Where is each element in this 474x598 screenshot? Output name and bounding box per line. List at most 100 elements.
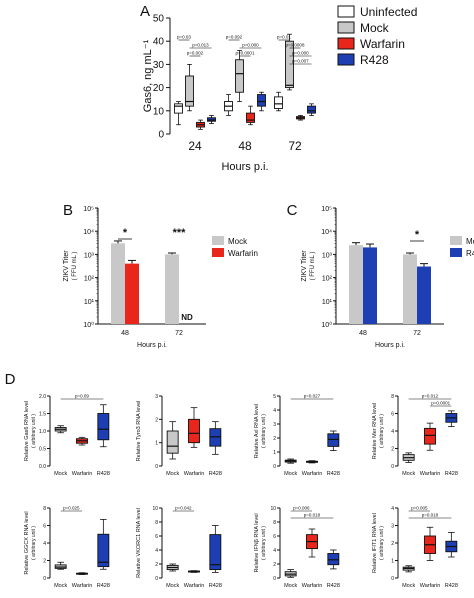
panel-b-y-tick-label: 10³ (84, 252, 95, 259)
panel-d-plot-1-y-tick-label: 1.0 (39, 429, 46, 435)
panel-b-bar-warfarin-48 (125, 263, 139, 324)
panel-c-y-tick-label: 10⁴ (321, 229, 332, 236)
panel-b-significance-label: *** (173, 227, 187, 239)
panel-b-nd-label: ND (181, 313, 193, 322)
panel-a-legend-swatch (337, 5, 355, 18)
panel-d-plot-3-y-tick-label: 0 (273, 464, 276, 470)
panel-a-significance-label: p=0.000 (292, 51, 309, 56)
panel-b-y-label: ZIKV Titer (63, 250, 70, 282)
panel-d-letter: D (5, 371, 16, 388)
panel-b-legend-swatch (212, 248, 224, 257)
panel-d-plot-8-x-tick-label: Mock (402, 583, 415, 589)
panel-a-box-r428-48 (257, 94, 266, 107)
panel-a-y-tick-label: 30 (153, 60, 165, 71)
panel-a-significance-label: p=0.000 (242, 43, 259, 48)
panel-a-x-tick-label: 72 (288, 139, 302, 153)
panel-d-plot-8-y-tick-label: 3 (391, 524, 394, 530)
panel-d-plot-3-y-label: Relative Axl RNA level (254, 404, 260, 458)
panel-c-x-label: Hours p.i. (375, 342, 405, 349)
panel-d-plot-8-y-tick-label: 0 (391, 576, 394, 582)
panel-b-x-label: Hours p.i. (137, 342, 167, 349)
panel-d-plot-7-significance-label: p=0.018 (304, 513, 321, 518)
panel-d-plot-5-y-label-unit: ( arbitrary unit ) (31, 526, 37, 560)
panel-d-plot-6-y-tick-label: 6 (155, 534, 158, 540)
panel-d-plot-7-y-label: Relative IFNβ RNA level (254, 513, 260, 572)
panel-c-y-tick-label: 10² (322, 276, 333, 283)
panel-a-y-tick-label: 0 (158, 130, 164, 141)
panel-d-plot-7-x-tick-label: Warfarin (302, 583, 323, 589)
panel-d-plot-6-y-tick-label: 0 (155, 576, 158, 582)
panel-d-plot-2-x-tick-label: R428 (209, 471, 222, 477)
panel-a-x-tick-label: 48 (238, 139, 252, 153)
panel-d-plot-7-x-tick-label: Mock (284, 583, 297, 589)
panel-a-box-mock-48 (235, 59, 244, 93)
panel-d-plot-2-x-tick-label: Warfarin (184, 471, 205, 477)
panel-d-plot-1-y-tick-label: 2.0 (39, 394, 46, 400)
panel-d-plot-3-y-tick-label: 3 (273, 422, 276, 428)
panel-d-plot-4-significance-label: p=0.012 (422, 394, 439, 399)
panel-c-y-tick-label: 10³ (322, 252, 333, 259)
panel-d-plot-4-y-tick-label: 8 (391, 394, 394, 400)
panel-a-x-label: Hours p.i. (221, 161, 268, 173)
panel-b-y-tick-label: 10⁵ (83, 206, 94, 213)
panel-d-plot-8-y-label: Relative IFIT1 RNA level (372, 513, 378, 573)
panel-a-box-uninfected-24 (174, 103, 183, 114)
panel-d-plot-2-y-tick-label: 0 (155, 464, 158, 470)
panel-d-plot-3-y-tick-label: 5 (273, 394, 276, 400)
panel-a-significance-label: p=0.002 (187, 51, 204, 56)
panel-a-legend-label: Mock (360, 21, 390, 35)
panel-a-box-mock-24 (185, 75, 194, 107)
panel-d-plot-1-x-tick-label: Warfarin (72, 471, 93, 477)
panel-c-bar-mock-72 (403, 254, 417, 324)
panel-d-plot-6-box-r428 (209, 534, 222, 571)
panel-a-legend-label: R428 (360, 53, 389, 67)
panel-a-y-tick-label: 20 (153, 83, 165, 94)
panel-d-plot-1-y-tick-label: 0.5 (39, 447, 46, 453)
panel-a-box-mock-72 (285, 40, 294, 89)
panel-d-plot-5-y-tick-label: 4 (43, 541, 46, 547)
panel-d-plot-7-box-r428 (327, 553, 340, 566)
panel-a-box-r428-72 (307, 105, 316, 114)
panel-d-plot-6-x-tick-label: R428 (209, 583, 222, 589)
panel-d-plot-4-x-tick-label: R428 (445, 471, 458, 477)
panel-d-plot-1-y-label-unit: ( arbitrary unit ) (31, 414, 37, 448)
panel-c-bar-mock-48 (349, 245, 363, 324)
panel-a-significance-label: p=0.0001 (236, 51, 255, 56)
panel-a-legend-swatch (337, 37, 355, 50)
panel-c-x-tick-label: 48 (359, 330, 367, 337)
panel-c-bar-r428-72 (417, 266, 431, 324)
panel-d-plot-8-significance-label: p=0.005 (411, 506, 428, 511)
panel-d-plot-7-significance-label: p=0.006 (293, 506, 310, 511)
panel-d-plot-3-significance-label: p=0.027 (304, 394, 321, 399)
panel-d-plot-2-y-tick-label: 3 (155, 394, 158, 400)
panel-d-plot-5-y-tick-label: 6 (43, 524, 46, 530)
panel-d-plot-7-y-tick-label: 2 (273, 562, 276, 568)
panel-b-bar-mock-48 (111, 243, 125, 324)
panel-d-plot-3-box-r428 (327, 433, 340, 447)
panel-d-plot-8-significance-label: p=0.018 (422, 513, 439, 518)
panel-d-plot-6-x-tick-label: Warfarin (184, 583, 205, 589)
panel-d-plot-4-y-tick-label: 0 (391, 464, 394, 470)
panel-d-plot-6-x-tick-label: Mock (166, 583, 179, 589)
panel-d-plot-4-x-tick-label: Mock (402, 471, 415, 477)
panel-a-legend-label: Warfarin (360, 37, 405, 51)
panel-c-bar-r428-48 (363, 247, 377, 324)
panel-d-plot-2-x-tick-label: Mock (166, 471, 179, 477)
panel-d-plot-7-y-tick-label: 4 (273, 548, 276, 554)
panel-d-plot-5-y-tick-label: 0 (43, 576, 46, 582)
panel-a-y-tick-label: 50 (153, 14, 165, 25)
panel-b-bar-mock-72 (165, 254, 179, 324)
panel-d-plot-4-box-warfarin (424, 427, 436, 445)
panel-d-plot-6-significance-label: p=0.042 (175, 506, 192, 511)
panel-d-plot-1-x-tick-label: R428 (97, 471, 110, 477)
panel-c-y-tick-label: 10¹ (322, 299, 333, 306)
panel-d-plot-1-y-tick-label: 0.0 (39, 464, 46, 470)
panel-d-plot-1-significance-label: p=0.09 (75, 394, 89, 399)
panel-a-significance-label: p=0.092 (226, 35, 243, 40)
panel-d-plot-5-y-tick-label: 8 (43, 506, 46, 512)
panel-d-plot-8-x-tick-label: R428 (445, 583, 458, 589)
panel-b-x-tick-label: 48 (121, 330, 129, 337)
panel-d-plot-4-x-tick-label: Warfarin (420, 471, 441, 477)
panel-a-legend-label: Uninfected (360, 5, 417, 19)
panel-d-plot-5-y-label: Relative GGCX RNA level (24, 511, 30, 574)
